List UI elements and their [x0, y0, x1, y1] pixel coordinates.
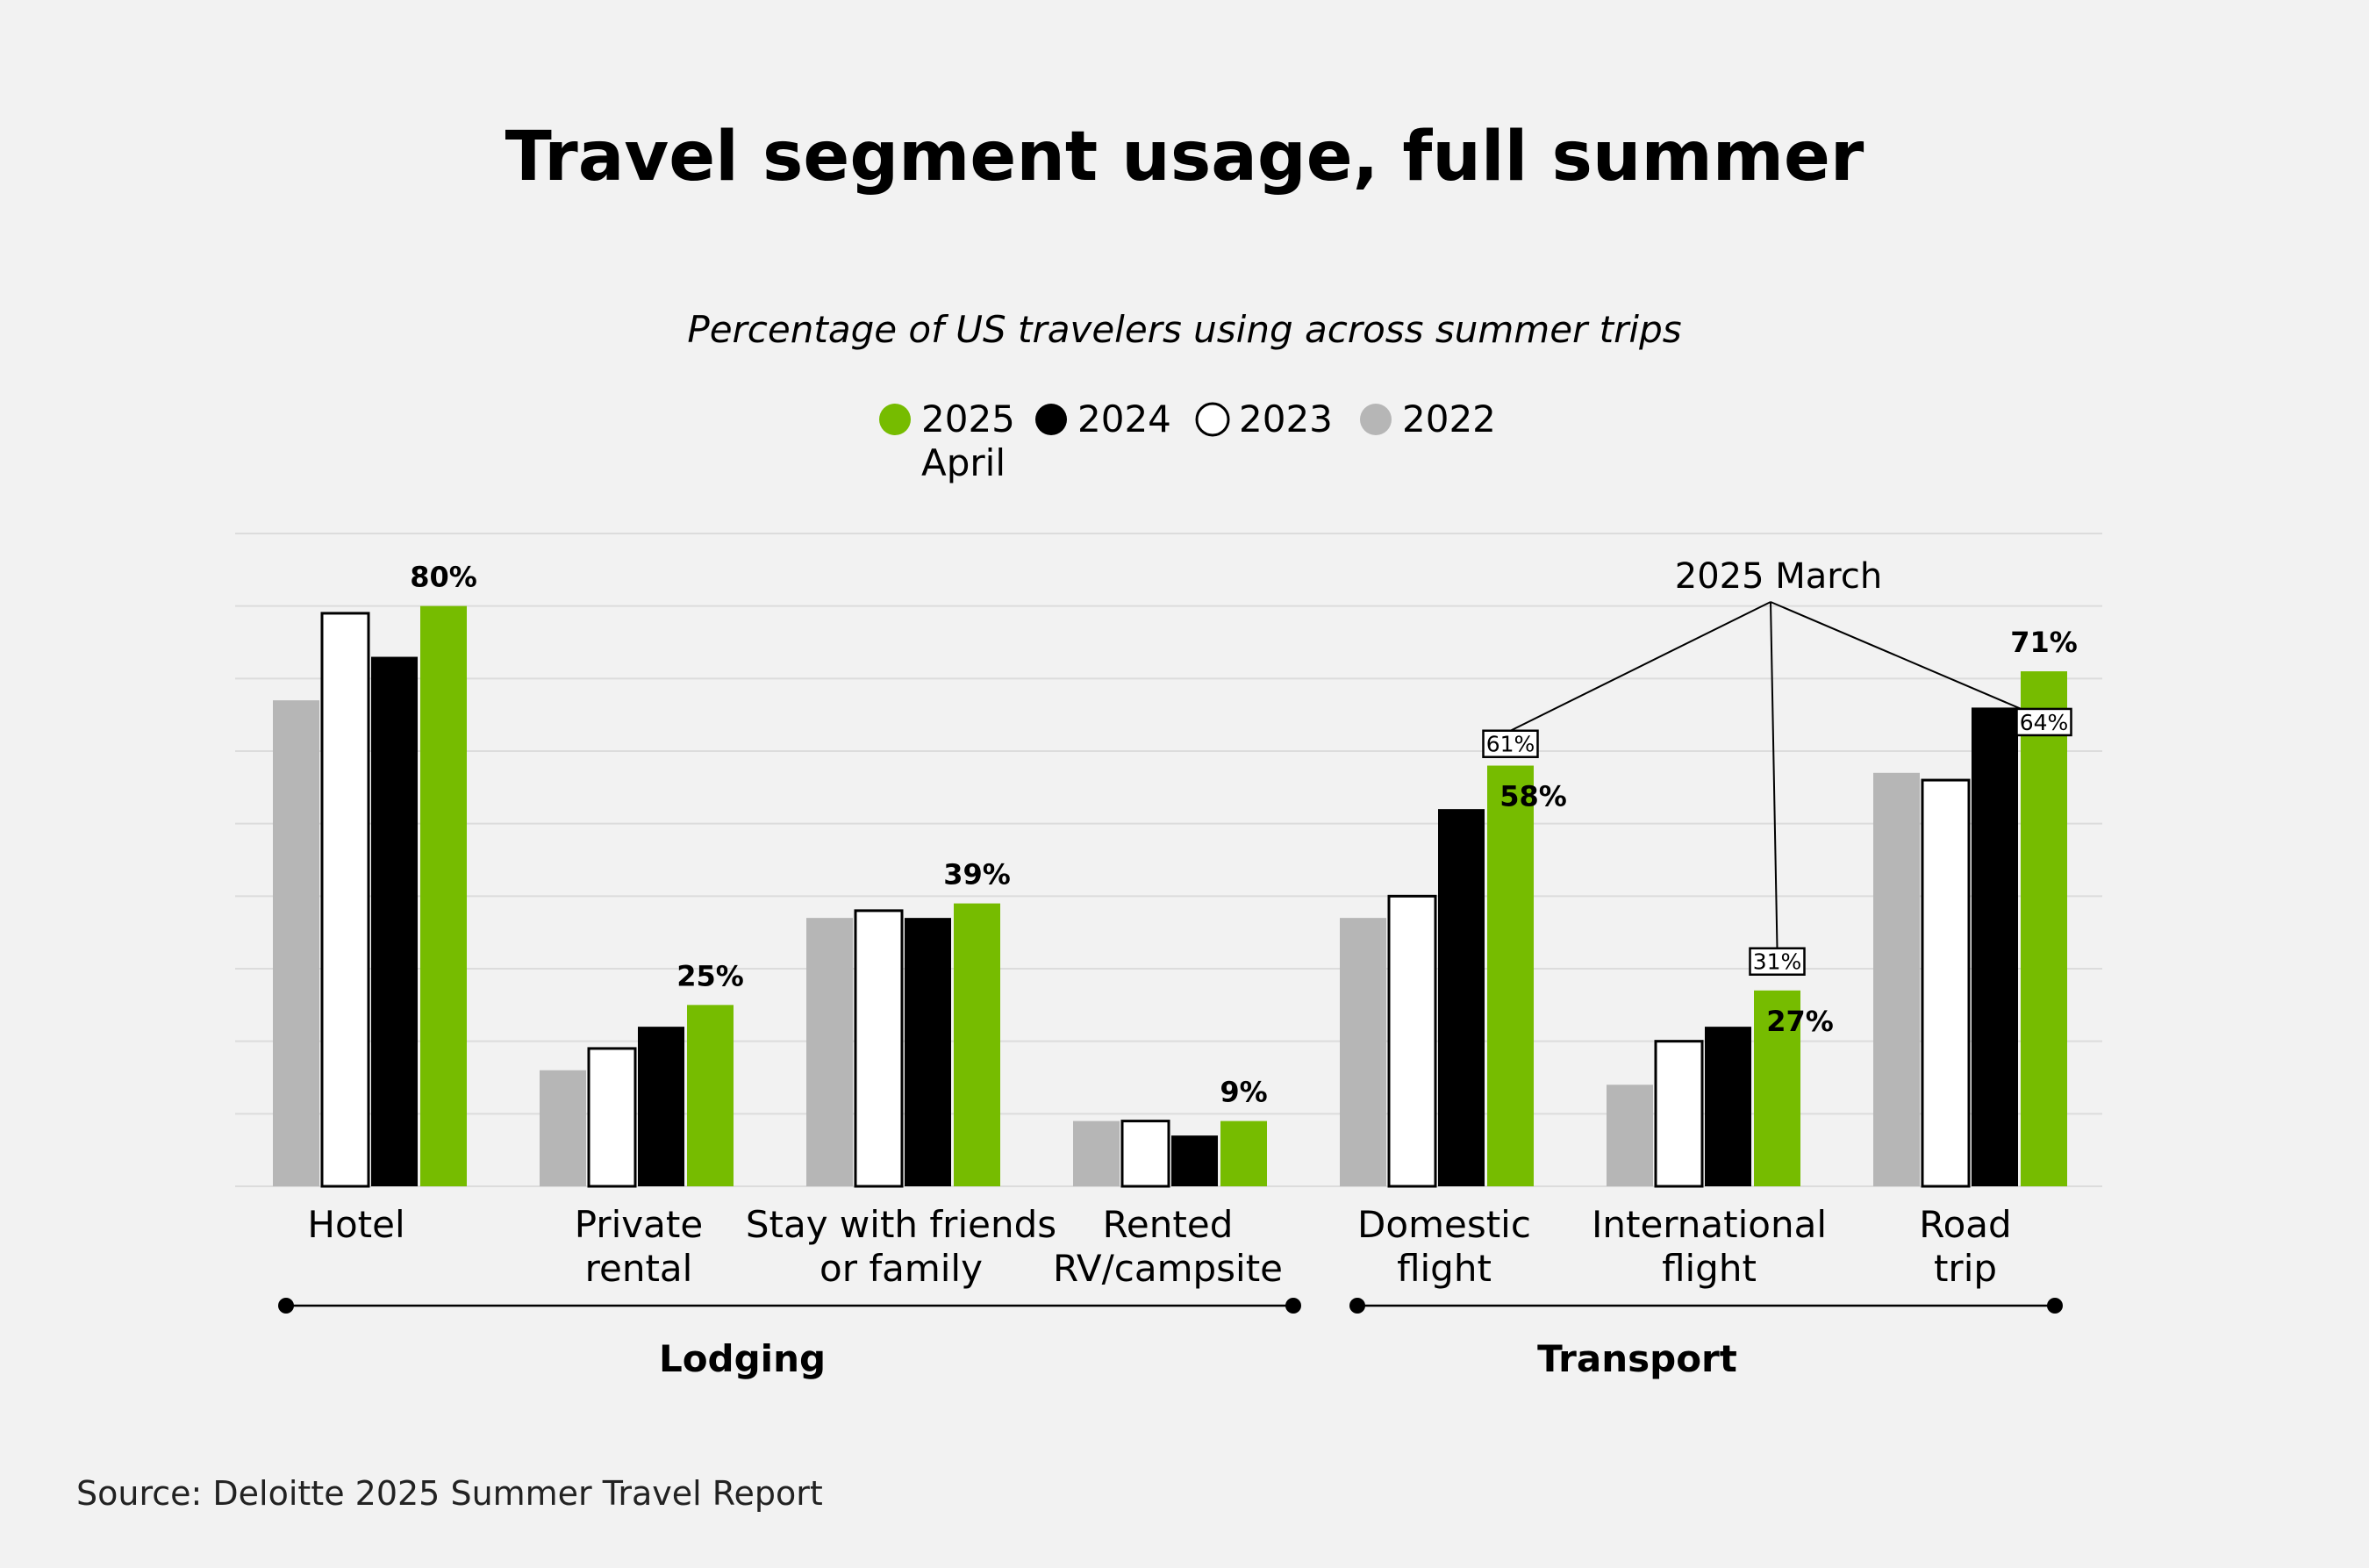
category-label-line2: or family [819, 1247, 983, 1290]
category-label: Stay with friends [746, 1203, 1056, 1246]
march-value-label: 61% [1486, 732, 1535, 757]
bar-2022 [1340, 918, 1386, 1186]
bar-2023 [854, 909, 904, 1188]
march-value-box [2015, 707, 2072, 737]
bar-2022 [806, 918, 853, 1186]
chart-title: Travel segment usage, full summer [505, 118, 1864, 197]
bar-2024 [1438, 809, 1485, 1186]
legend-label: 2022 [1402, 397, 1496, 440]
bar-2022 [1073, 1121, 1120, 1186]
bar-2023 [320, 612, 370, 1188]
category-label: Domestic [1357, 1203, 1531, 1246]
category-label: Road [1919, 1203, 2011, 1246]
data-label: 39% [943, 858, 1011, 891]
legend-swatch [879, 404, 911, 435]
legend-swatch [1360, 404, 1392, 435]
category-label: International [1592, 1203, 1827, 1246]
legend-label: 2024 [1077, 397, 1171, 440]
bars [273, 605, 2067, 1188]
bar-2022 [1873, 772, 1920, 1186]
category-label-line2: RV/campsite [1053, 1247, 1283, 1290]
bar-2022 [540, 1070, 586, 1186]
data-label: 25% [676, 959, 744, 992]
category-label: Hotel [307, 1203, 404, 1246]
group-label: Transport [1537, 1337, 1737, 1380]
bar-2025-april [2021, 671, 2067, 1186]
bracket-end-dot [1349, 1298, 1365, 1314]
bar-2024 [1171, 1135, 1218, 1186]
bar-2022 [273, 700, 319, 1186]
category-label-line2: trip [1934, 1247, 1997, 1290]
bar-2024 [371, 656, 418, 1186]
data-label: 27% [1766, 1005, 1834, 1038]
march-value-box [1749, 947, 1806, 976]
march-value-label: 64% [2020, 710, 2069, 735]
bar-2022 [1607, 1085, 1653, 1186]
bar-2024 [638, 1027, 684, 1186]
data-label: 9% [1220, 1076, 1267, 1109]
data-label: 58% [1499, 780, 1567, 813]
category-label: Private [575, 1203, 703, 1246]
bracket-end-dot [2047, 1298, 2063, 1314]
bracket-end-dot [278, 1298, 294, 1314]
legend-label: 2023 [1239, 397, 1333, 440]
bar-2024 [1705, 1027, 1751, 1186]
legend-label-line2: April [921, 441, 1006, 484]
bar-2025-april [954, 903, 1000, 1186]
callout-leader [1770, 601, 1779, 949]
march-value-label: 31% [1753, 949, 1802, 975]
bar-2023 [1387, 894, 1437, 1188]
legend-swatch [1035, 404, 1067, 435]
bar-2024 [905, 918, 951, 1186]
source-note: Source: Deloitte 2025 Summer Travel Repo… [76, 1474, 823, 1513]
callout-leader [1510, 601, 1771, 732]
group-label: Lodging [659, 1337, 826, 1380]
legend-swatch [1195, 402, 1230, 437]
data-label: 80% [410, 561, 477, 594]
legend-label: 2025 [921, 397, 1015, 440]
bar-2023 [1921, 778, 1971, 1188]
bar-2025-april [420, 605, 467, 1186]
category-label-line2: flight [1397, 1247, 1492, 1290]
callout-leader [1770, 601, 2022, 710]
bar-2024 [1972, 707, 2018, 1186]
gridlines [235, 533, 2102, 1187]
march-callout-title: 2025 March [1675, 556, 1882, 597]
bar-2025-april [687, 1005, 734, 1186]
bar-2025-april [1754, 990, 1800, 1186]
bar-2025-april [1487, 765, 1534, 1186]
bar-2023 [1120, 1120, 1170, 1188]
bracket-end-dot [1285, 1298, 1301, 1314]
category-label: Rented [1103, 1203, 1234, 1246]
value-labels: 80% 25% 39% 9% 58% 27% 71% [410, 561, 2078, 1109]
march-callouts: 2025 March 61% 31% 64% [1482, 556, 2072, 976]
march-value-box [1482, 729, 1539, 758]
chart-subtitle: Percentage of US travelers using across … [687, 308, 1681, 351]
data-label: 71% [2010, 626, 2078, 659]
bar-2023 [1654, 1040, 1704, 1188]
bar-2025-april [1220, 1121, 1267, 1186]
category-label-line2: flight [1662, 1247, 1757, 1290]
bar-2023 [587, 1047, 637, 1188]
group-brackets: Lodging Transport [278, 1298, 2063, 1380]
category-label-line2: rental [585, 1247, 693, 1290]
